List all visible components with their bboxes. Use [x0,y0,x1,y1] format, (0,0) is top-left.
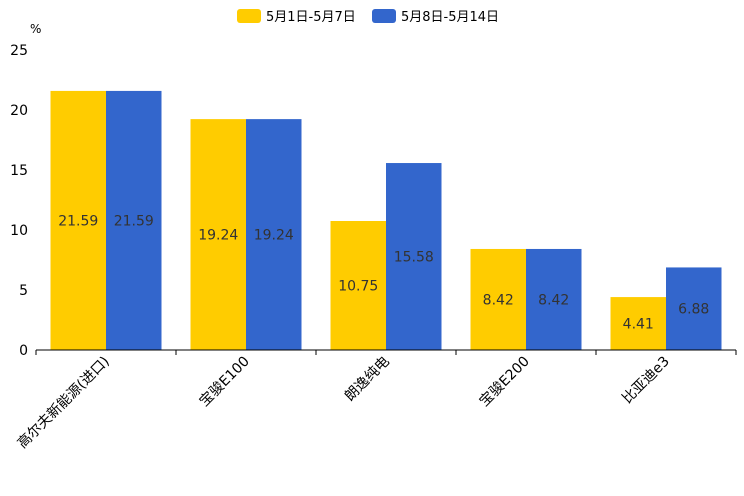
y-tick-label: 20 [10,103,28,119]
bar-series-2 [246,119,302,351]
bars: 21.59 21.59 19.24 19.24 10.75 15.58 8.42 8.42 4.… [50,90,722,351]
y-tick-label: 15 [10,163,28,179]
bar-series-2 [526,248,582,350]
bar-series-1 [50,90,106,351]
legend-swatch-series-2 [372,9,396,23]
y-tick-label: 10 [10,223,28,239]
x-axis: 高尔夫新能源(进口) 宝骏E100 朗逸纯电 宝骏E200 比亚迪e3 [14,349,737,452]
bar-value-label: 8.42 [483,292,514,308]
bar-series-1 [330,221,386,350]
bar-series-2 [106,90,162,351]
x-tick-label: 宝骏E200 [477,354,533,410]
x-tick-label: 比亚迪e3 [619,354,672,407]
legend-swatch-series-1 [237,9,261,23]
bar-value-label: 10.75 [338,279,378,295]
bar-value-label: 8.42 [538,292,569,308]
y-axis: 0 5 10 15 20 25 [10,43,28,359]
legend-label-series-2: 5月8日-5月14日 [401,10,499,25]
bar-series-1 [610,297,666,350]
bar-series-1 [470,248,526,350]
bar-value-label: 4.41 [623,317,654,333]
bar-value-label: 6.88 [678,302,709,318]
bar-value-label: 15.58 [394,250,434,266]
bar-value-label: 19.24 [254,228,294,244]
bar-value-label: 21.59 [114,213,154,229]
x-tick-label: 高尔夫新能源(进口) [14,353,113,452]
bar-value-label: 21.59 [58,213,98,229]
y-tick-label: 25 [10,43,28,59]
y-tick-label: 5 [19,283,28,299]
x-tick-label: 宝骏E100 [197,354,253,410]
y-tick-label: 0 [19,343,28,359]
bar-series-1 [190,119,246,351]
bar-series-2 [666,267,722,350]
legend: 5月1日-5月7日 5月8日-5月14日 [237,9,499,25]
bar-value-label: 19.24 [198,228,238,244]
legend-label-series-1: 5月1日-5月7日 [266,10,356,25]
x-tick-label: 朗逸纯电 [342,354,393,405]
bar-series-2 [386,163,442,350]
y-axis-unit-label: % [30,22,41,36]
